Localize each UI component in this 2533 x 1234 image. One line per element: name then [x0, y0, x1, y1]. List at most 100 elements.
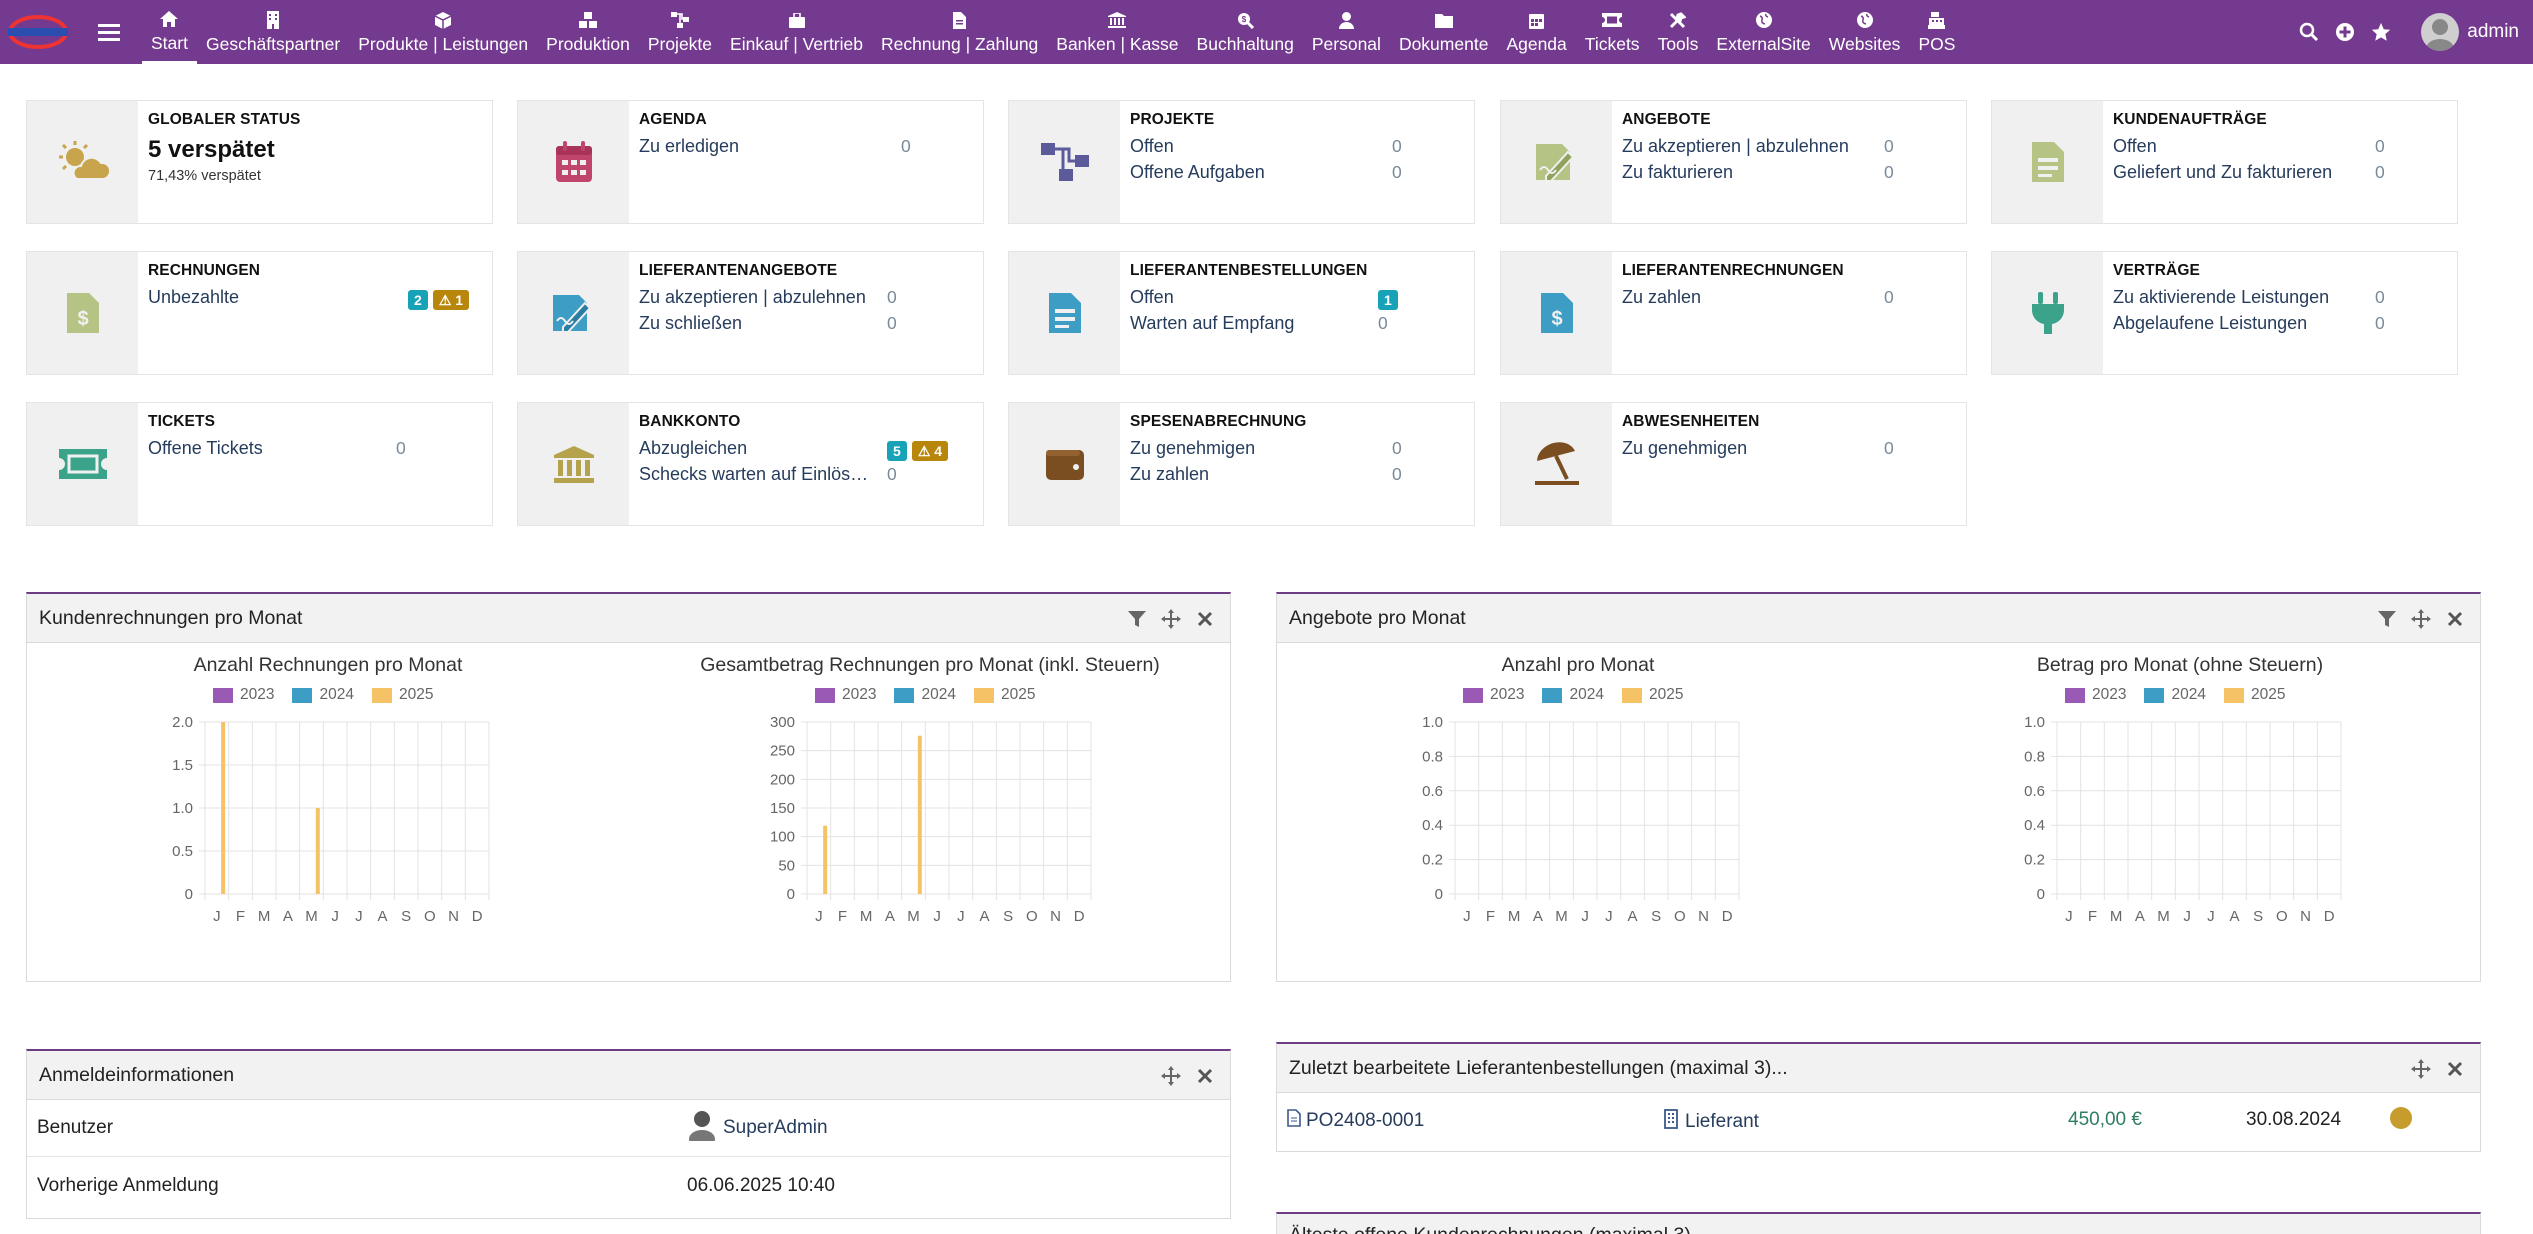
late-warning-badge[interactable]: ⚠ 1 [432, 290, 470, 310]
legend-item[interactable]: 2023 [2065, 686, 2126, 704]
legend-item[interactable]: 2023 [1463, 686, 1524, 704]
nav-item-buchhaltung[interactable]: $ Buchhaltung [1188, 0, 1303, 64]
close-icon[interactable] [1188, 1059, 1222, 1093]
nav-item-label: Dokumente [1398, 34, 1489, 54]
holidays-approve-link[interactable]: Zu genehmigen [1622, 438, 1748, 458]
open-count-badge[interactable]: 1 [1378, 290, 1398, 310]
nav-item-agenda[interactable]: Agenda [1497, 0, 1575, 64]
nav-item-tickets[interactable]: Tickets [1576, 0, 1649, 64]
nav-item-geschäftspartner[interactable]: Geschäftspartner [197, 0, 349, 64]
supplier-invoices-pay-link[interactable]: Zu zahlen [1622, 287, 1702, 307]
nav-item-banken-kasse[interactable]: Banken | Kasse [1047, 0, 1187, 64]
proposals-invoice-link[interactable]: Zu fakturieren [1622, 162, 1734, 182]
nav-item-dokumente[interactable]: Dokumente [1390, 0, 1498, 64]
move-icon[interactable] [1154, 602, 1188, 636]
user-avatar[interactable] [2421, 13, 2460, 51]
legend-item[interactable]: 2024 [894, 686, 956, 704]
projects-open-link[interactable]: Offen [1130, 136, 1174, 156]
tickets-open-link[interactable]: Offene Tickets [148, 438, 263, 458]
x-tick-label: J [2065, 908, 2073, 925]
y-tick-label: 0.2 [2024, 852, 2045, 869]
agenda-todo-link[interactable]: Zu erledigen [639, 136, 740, 156]
legend-item[interactable]: 2024 [1542, 686, 1604, 704]
legend-swatch [894, 687, 915, 703]
bar[interactable] [221, 722, 226, 894]
y-tick-label: 0.6 [1422, 783, 1443, 800]
expenses-pay-link[interactable]: Zu zahlen [1130, 464, 1210, 484]
filter-icon[interactable] [1120, 602, 1154, 636]
contracts-expired-link[interactable]: Abgelaufene Leistungen [2113, 313, 2308, 333]
supplier-orders-open-link[interactable]: Offen [1130, 287, 1174, 307]
legend-label: 2023 [2092, 686, 2127, 703]
legend-item[interactable]: 2024 [2144, 686, 2206, 704]
user-name[interactable]: admin [2467, 21, 2519, 42]
nav-item-pos[interactable]: POS [1909, 0, 1964, 64]
legend-item[interactable]: 2023 [815, 686, 876, 704]
supplier-link[interactable]: Lieferant [1685, 1111, 1759, 1132]
unpaid-count-badge[interactable]: 2 [408, 290, 428, 310]
count: 0 [1378, 313, 1388, 333]
reconcile-count-badge[interactable]: 5 [887, 441, 907, 461]
nav-item-label: Rechnung | Zahlung [880, 34, 1039, 54]
bar[interactable] [823, 825, 828, 894]
legend-item[interactable]: 2025 [1621, 686, 1684, 704]
move-icon[interactable] [2404, 602, 2438, 636]
orders-open-link[interactable]: Offen [2113, 136, 2157, 156]
card-bankkonto: BANKKONTO Abzugleichen 5 ⚠ 4 Schecks war… [517, 402, 984, 526]
bank-cheques-link[interactable]: Schecks warten auf Einlösung [639, 464, 875, 484]
user-link[interactable]: SuperAdmin [723, 1117, 828, 1138]
legend-item[interactable]: 2023 [213, 686, 274, 704]
company-logo[interactable] [0, 0, 76, 64]
close-icon[interactable] [2438, 1052, 2472, 1086]
late-count[interactable]: 5 verspätet [148, 136, 275, 163]
card-title: LIEFERANTENBESTELLUNGEN [1130, 262, 1368, 279]
nav-item-personal[interactable]: Personal [1303, 0, 1390, 64]
contracts-activate-link[interactable]: Zu aktivierende Leistungen [2113, 287, 2330, 307]
nav-item-label: Produktion [546, 34, 630, 54]
add-icon[interactable] [2327, 14, 2363, 50]
bar[interactable] [315, 808, 320, 894]
expenses-approve-link[interactable]: Zu genehmigen [1130, 438, 1256, 458]
orders-delivered-link[interactable]: Geliefert und Zu fakturieren [2113, 162, 2333, 182]
bank-reconcile-link[interactable]: Abzugleichen [639, 438, 748, 458]
legend-item[interactable]: 2025 [2223, 686, 2285, 704]
order-ref-link[interactable]: PO2408-0001 [1306, 1110, 1425, 1131]
nav-item-websites[interactable]: Websites [1820, 0, 1910, 64]
nav-item-produkte-leistungen[interactable]: Produkte | Leistungen [349, 0, 537, 64]
proposals-accept-link[interactable]: Zu akzeptieren | abzulehnen [1622, 136, 1849, 156]
legend-label: 2024 [1569, 686, 1604, 703]
box-title: Angebote pro Monat [1289, 606, 1466, 629]
nav-item-externalsite[interactable]: ExternalSite [1707, 0, 1819, 64]
card-title: LIEFERANTENANGEBOTE [639, 262, 838, 279]
nav-item-rechnung-zahlung[interactable]: Rechnung | Zahlung [872, 0, 1047, 64]
nav-item-produktion[interactable]: Produktion [537, 0, 639, 64]
move-icon[interactable] [2404, 1052, 2438, 1086]
supplier-proposals-accept-link[interactable]: Zu akzeptieren | abzulehnen [639, 287, 866, 307]
close-icon[interactable] [1188, 602, 1222, 636]
close-icon[interactable] [2438, 602, 2472, 636]
invoices-unpaid-link[interactable]: Unbezahlte [148, 287, 240, 307]
legend-item[interactable]: 2025 [371, 686, 433, 704]
menu-toggle-icon[interactable] [76, 0, 142, 64]
bookmark-star-icon[interactable] [2363, 14, 2399, 50]
legend-label: 2024 [2171, 686, 2206, 703]
legend-label: 2025 [1648, 686, 1684, 703]
count: 0 [887, 313, 897, 333]
nav-item-einkauf-vertrieb[interactable]: Einkauf | Vertrieb [721, 0, 872, 64]
projects-tasks-link[interactable]: Offene Aufgaben [1130, 162, 1265, 182]
nav-item-start[interactable]: Start [142, 0, 197, 64]
legend-swatch [1463, 687, 1483, 703]
supplier-orders-awaiting-link[interactable]: Warten auf Empfang [1130, 313, 1295, 333]
legend-item[interactable]: 2024 [292, 686, 354, 704]
bar[interactable] [917, 735, 922, 894]
move-icon[interactable] [1154, 1059, 1188, 1093]
legend-item[interactable]: 2025 [973, 686, 1035, 704]
nav-item-projekte[interactable]: Projekte [639, 0, 721, 64]
svg-text:$: $ [1551, 308, 1562, 330]
card-title: AGENDA [639, 111, 707, 128]
search-icon[interactable] [2291, 14, 2327, 50]
late-warning-badge[interactable]: ⚠ 4 [911, 441, 949, 461]
supplier-proposals-close-link[interactable]: Zu schließen [639, 313, 743, 333]
filter-icon[interactable] [2370, 602, 2404, 636]
nav-item-tools[interactable]: Tools [1649, 0, 1708, 64]
